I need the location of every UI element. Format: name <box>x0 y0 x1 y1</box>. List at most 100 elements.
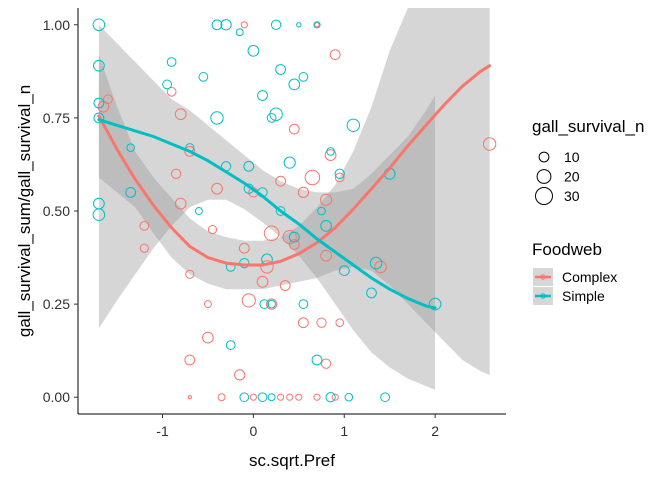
data-points <box>92 18 497 403</box>
point-complex <box>238 242 250 254</box>
point-complex <box>320 358 332 369</box>
point-simple <box>346 118 360 133</box>
point-simple <box>283 156 296 169</box>
point-complex <box>260 260 274 274</box>
point-complex <box>295 393 303 401</box>
point-simple <box>243 160 255 172</box>
point-simple <box>92 208 106 221</box>
point-simple <box>334 168 345 179</box>
point-complex <box>234 369 246 381</box>
point-simple <box>162 79 172 90</box>
point-simple <box>275 64 287 75</box>
point-simple <box>225 340 236 350</box>
point-simple <box>366 287 377 299</box>
color-legend: Foodweb Complex Simple <box>532 240 617 305</box>
point-simple <box>320 220 332 232</box>
point-complex <box>202 331 214 344</box>
point-complex <box>211 182 223 195</box>
ribbon-simple <box>98 24 436 390</box>
point-simple <box>220 19 232 31</box>
point-simple <box>275 206 286 216</box>
size-legend-label: 10 <box>564 149 580 165</box>
point-complex <box>139 221 150 231</box>
point-simple <box>317 206 326 216</box>
point-simple <box>288 231 300 243</box>
point-simple <box>257 90 268 101</box>
point-complex <box>314 22 320 28</box>
point-complex <box>331 393 339 401</box>
point-complex <box>185 269 195 279</box>
x-tick-label: 0 <box>249 423 257 439</box>
color-legend-label: Simple <box>562 288 605 304</box>
y-tick-label: 0.00 <box>43 389 70 405</box>
point-simple <box>380 392 390 403</box>
point-simple <box>298 299 309 309</box>
point-complex <box>334 172 345 183</box>
point-complex <box>288 123 300 135</box>
point-complex <box>256 275 269 288</box>
point-complex <box>335 318 345 328</box>
point-simple <box>344 392 354 402</box>
y-tick-label: 0.50 <box>43 203 70 219</box>
point-complex <box>324 149 337 161</box>
point-complex <box>139 243 149 253</box>
point-complex <box>482 137 497 151</box>
fit-line-complex <box>97 64 492 267</box>
point-simple <box>239 392 250 403</box>
point-simple <box>266 113 277 123</box>
y-axis-title: gall_survival_sum/gall_survival_n <box>15 85 34 337</box>
point-complex <box>217 393 226 402</box>
point-simple <box>93 59 105 72</box>
color-legend-key-point <box>540 274 546 280</box>
point-complex <box>184 146 196 157</box>
point-complex <box>174 108 187 121</box>
x-tick-label: 2 <box>431 423 439 439</box>
ribbon-complex <box>98 8 490 375</box>
point-complex <box>297 186 310 199</box>
point-simple <box>93 97 105 109</box>
point-simple <box>267 299 276 309</box>
point-simple <box>296 22 302 28</box>
y-tick-label: 0.25 <box>43 296 70 312</box>
x-tick-label: 1 <box>340 423 348 439</box>
point-simple <box>338 265 350 277</box>
point-simple <box>257 392 268 403</box>
point-complex <box>170 168 182 179</box>
point-simple <box>92 18 106 32</box>
point-simple <box>369 256 383 270</box>
point-complex <box>288 239 300 250</box>
point-complex <box>304 169 321 186</box>
size-legend-title: gall_survival_n <box>532 117 644 136</box>
size-legend-key <box>536 169 552 184</box>
point-complex <box>207 225 218 235</box>
point-complex <box>320 193 333 206</box>
point-simple <box>198 72 209 82</box>
point-complex <box>374 260 387 274</box>
point-complex <box>249 393 257 401</box>
confidence-ribbons <box>98 8 490 390</box>
point-simple <box>325 392 336 403</box>
size-legend-key <box>538 151 550 163</box>
point-simple <box>247 44 260 57</box>
point-complex <box>329 49 341 60</box>
point-simple <box>194 207 203 215</box>
point-simple <box>313 21 321 29</box>
point-complex <box>275 175 287 187</box>
point-complex <box>203 300 212 309</box>
size-legend-key <box>535 187 553 205</box>
point-simple <box>211 19 223 31</box>
point-simple <box>125 187 137 198</box>
point-complex <box>174 197 187 210</box>
point-complex <box>316 317 327 328</box>
point-simple <box>270 19 282 30</box>
point-complex <box>184 354 196 366</box>
x-tick-label: -1 <box>156 423 169 439</box>
color-legend-key-point <box>540 293 546 299</box>
point-complex <box>166 86 177 97</box>
y-ticks: 0.00 0.25 0.50 0.75 1.00 <box>43 17 78 405</box>
fit-lines <box>97 64 492 310</box>
x-axis-title: sc.sqrt.Pref <box>249 451 335 470</box>
point-complex <box>320 249 332 262</box>
point-simple <box>288 78 301 91</box>
